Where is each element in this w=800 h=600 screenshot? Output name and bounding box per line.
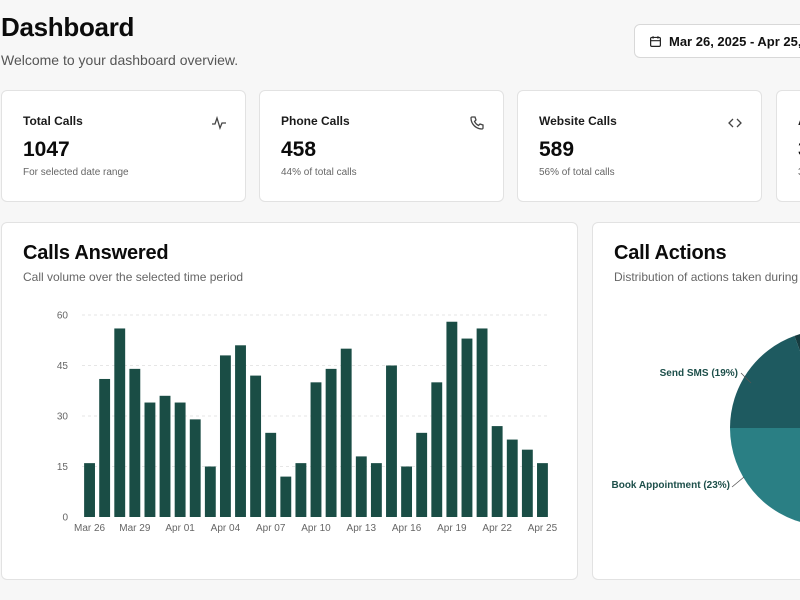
page-subtitle: Welcome to your dashboard overview.	[1, 52, 239, 68]
stat-label: Phone Calls	[281, 114, 350, 128]
bar[interactable]	[189, 419, 201, 517]
bar[interactable]	[159, 395, 171, 517]
x-tick-label: Mar 26	[74, 523, 106, 534]
bar[interactable]	[204, 466, 216, 518]
x-tick-label: Apr 04	[211, 523, 241, 534]
bar[interactable]	[280, 476, 292, 517]
x-tick-label: Apr 13	[347, 523, 377, 534]
x-tick-label: Apr 22	[482, 523, 512, 534]
bar[interactable]	[295, 463, 307, 517]
x-tick-label: Apr 01	[165, 523, 195, 534]
pie-label-book-appointment: Book Appointment (23%)	[611, 480, 730, 491]
bar[interactable]	[174, 402, 186, 517]
stat-note: 44% of total calls	[281, 167, 357, 178]
activity-icon	[212, 115, 226, 130]
bar[interactable]	[431, 382, 443, 517]
call-actions-panel: Call Actions Distribution of actions tak…	[592, 222, 800, 580]
bar[interactable]	[219, 355, 231, 517]
stat-label: Total Calls	[23, 114, 83, 128]
bar[interactable]	[265, 432, 277, 517]
y-tick-label: 0	[62, 513, 68, 524]
stat-label: Website Calls	[539, 114, 617, 128]
page-title: Dashboard	[1, 12, 135, 42]
y-tick-label: 45	[57, 361, 69, 372]
bar[interactable]	[370, 463, 382, 517]
bar[interactable]	[114, 328, 126, 517]
bar[interactable]	[99, 378, 111, 517]
stat-note: 56% of total calls	[539, 167, 615, 178]
call-actions-chart: Send SMS (19%) Book Appointment (23%)	[611, 330, 800, 525]
bar[interactable]	[355, 456, 367, 517]
stat-card-partial: A 3 3	[776, 90, 800, 202]
leader-line	[731, 476, 745, 488]
x-tick-label: Apr 25	[528, 523, 558, 534]
x-tick-label: Apr 10	[301, 523, 331, 534]
bar[interactable]	[310, 382, 322, 517]
panel-subtitle: Call volume over the selected time perio…	[23, 270, 244, 284]
y-tick-label: 60	[57, 311, 69, 322]
pie-slice[interactable]	[730, 335, 800, 428]
pie-slice[interactable]	[730, 428, 800, 525]
stat-value: 589	[539, 138, 575, 161]
stat-card-website-calls: Website Calls 589 56% of total calls	[517, 90, 762, 202]
date-range-picker[interactable]: Mar 26, 2025 - Apr 25,	[634, 24, 800, 58]
stat-value: 458	[281, 138, 317, 161]
leader-line	[740, 372, 752, 384]
bar[interactable]	[446, 321, 458, 517]
panel-subtitle: Distribution of actions taken during	[614, 270, 799, 284]
x-tick-label: Mar 29	[119, 523, 151, 534]
bar[interactable]	[401, 466, 413, 518]
bar[interactable]	[235, 345, 246, 517]
y-tick-label: 30	[57, 412, 69, 423]
stat-value: 1047	[23, 138, 70, 161]
bar[interactable]	[250, 375, 262, 517]
panel-title: Call Actions	[614, 242, 727, 264]
calls-answered-panel: Calls Answered Call volume over the sele…	[1, 222, 578, 580]
bar[interactable]	[386, 365, 397, 518]
phone-icon	[470, 116, 484, 130]
bar[interactable]	[144, 402, 156, 517]
bar[interactable]	[325, 368, 337, 517]
date-range-label: Mar 26, 2025 - Apr 25,	[669, 33, 800, 49]
bar[interactable]	[476, 328, 488, 517]
stat-value: 3	[798, 138, 800, 162]
bar[interactable]	[537, 463, 548, 517]
bar[interactable]	[129, 368, 141, 517]
y-tick-label: 15	[57, 462, 69, 473]
bar[interactable]	[491, 426, 503, 517]
bar[interactable]	[84, 463, 95, 517]
stat-note: For selected date range	[23, 167, 129, 178]
stat-card-total-calls: Total Calls 1047 For selected date range	[1, 90, 246, 202]
pie-label-send-sms: Send SMS (19%)	[660, 368, 738, 379]
stat-note: 3	[798, 167, 800, 178]
x-tick-label: Apr 16	[392, 523, 422, 534]
bar[interactable]	[461, 338, 473, 517]
bar[interactable]	[521, 449, 533, 517]
pie-slice[interactable]	[794, 330, 800, 428]
bar[interactable]	[340, 348, 352, 517]
stat-label: A	[798, 114, 800, 128]
code-icon	[728, 118, 742, 128]
x-tick-label: Apr 19	[437, 523, 467, 534]
bar[interactable]	[506, 439, 518, 517]
calendar-icon	[650, 35, 661, 47]
bar[interactable]	[416, 432, 428, 517]
x-tick-label: Apr 07	[256, 523, 286, 534]
calls-answered-chart: 0 15 30 45 60 Mar 26 Mar 29 Apr 01 Apr 04 Apr 07 A…	[57, 311, 558, 535]
stat-card-phone-calls: Phone Calls 458 44% of total calls	[259, 90, 504, 202]
panel-title: Calls Answered	[23, 242, 169, 264]
